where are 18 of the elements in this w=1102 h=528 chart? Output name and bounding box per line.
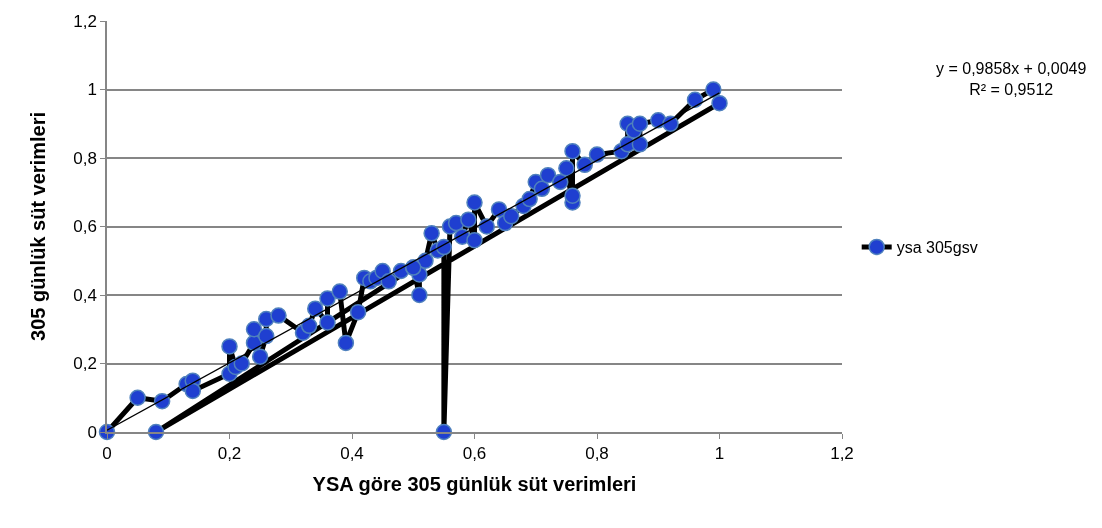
x-tick-label: 0,2 bbox=[217, 444, 242, 464]
x-tick-label: 0,4 bbox=[340, 444, 364, 464]
x-tick-label: 1 bbox=[714, 444, 725, 464]
y-tick-label: 1 bbox=[87, 80, 97, 100]
x-axis-title: YSA göre 305 günlük süt verimleri bbox=[312, 473, 637, 496]
x-tick-label: 0,6 bbox=[462, 444, 487, 464]
x-tick-label: 1,2 bbox=[830, 444, 854, 464]
legend-label: ysa 305gsv bbox=[896, 239, 978, 257]
text: y = 0,9858x + 0,0049 R² = 0,9512 bbox=[936, 60, 1087, 98]
y-tick-label: 1,2 bbox=[73, 11, 97, 31]
y-tick-label: 0,4 bbox=[73, 285, 97, 305]
x-tick-label: 0 bbox=[102, 444, 112, 464]
y-tick-label: 0 bbox=[87, 422, 97, 442]
y-tick-label: 0,6 bbox=[73, 217, 97, 237]
x-tick-label: 0,8 bbox=[585, 444, 609, 464]
y-axis-title: 305 günlük süt verimleri bbox=[27, 112, 50, 341]
y-tick-label: 0,2 bbox=[73, 354, 97, 374]
y-tick-label: 0,8 bbox=[73, 148, 97, 168]
